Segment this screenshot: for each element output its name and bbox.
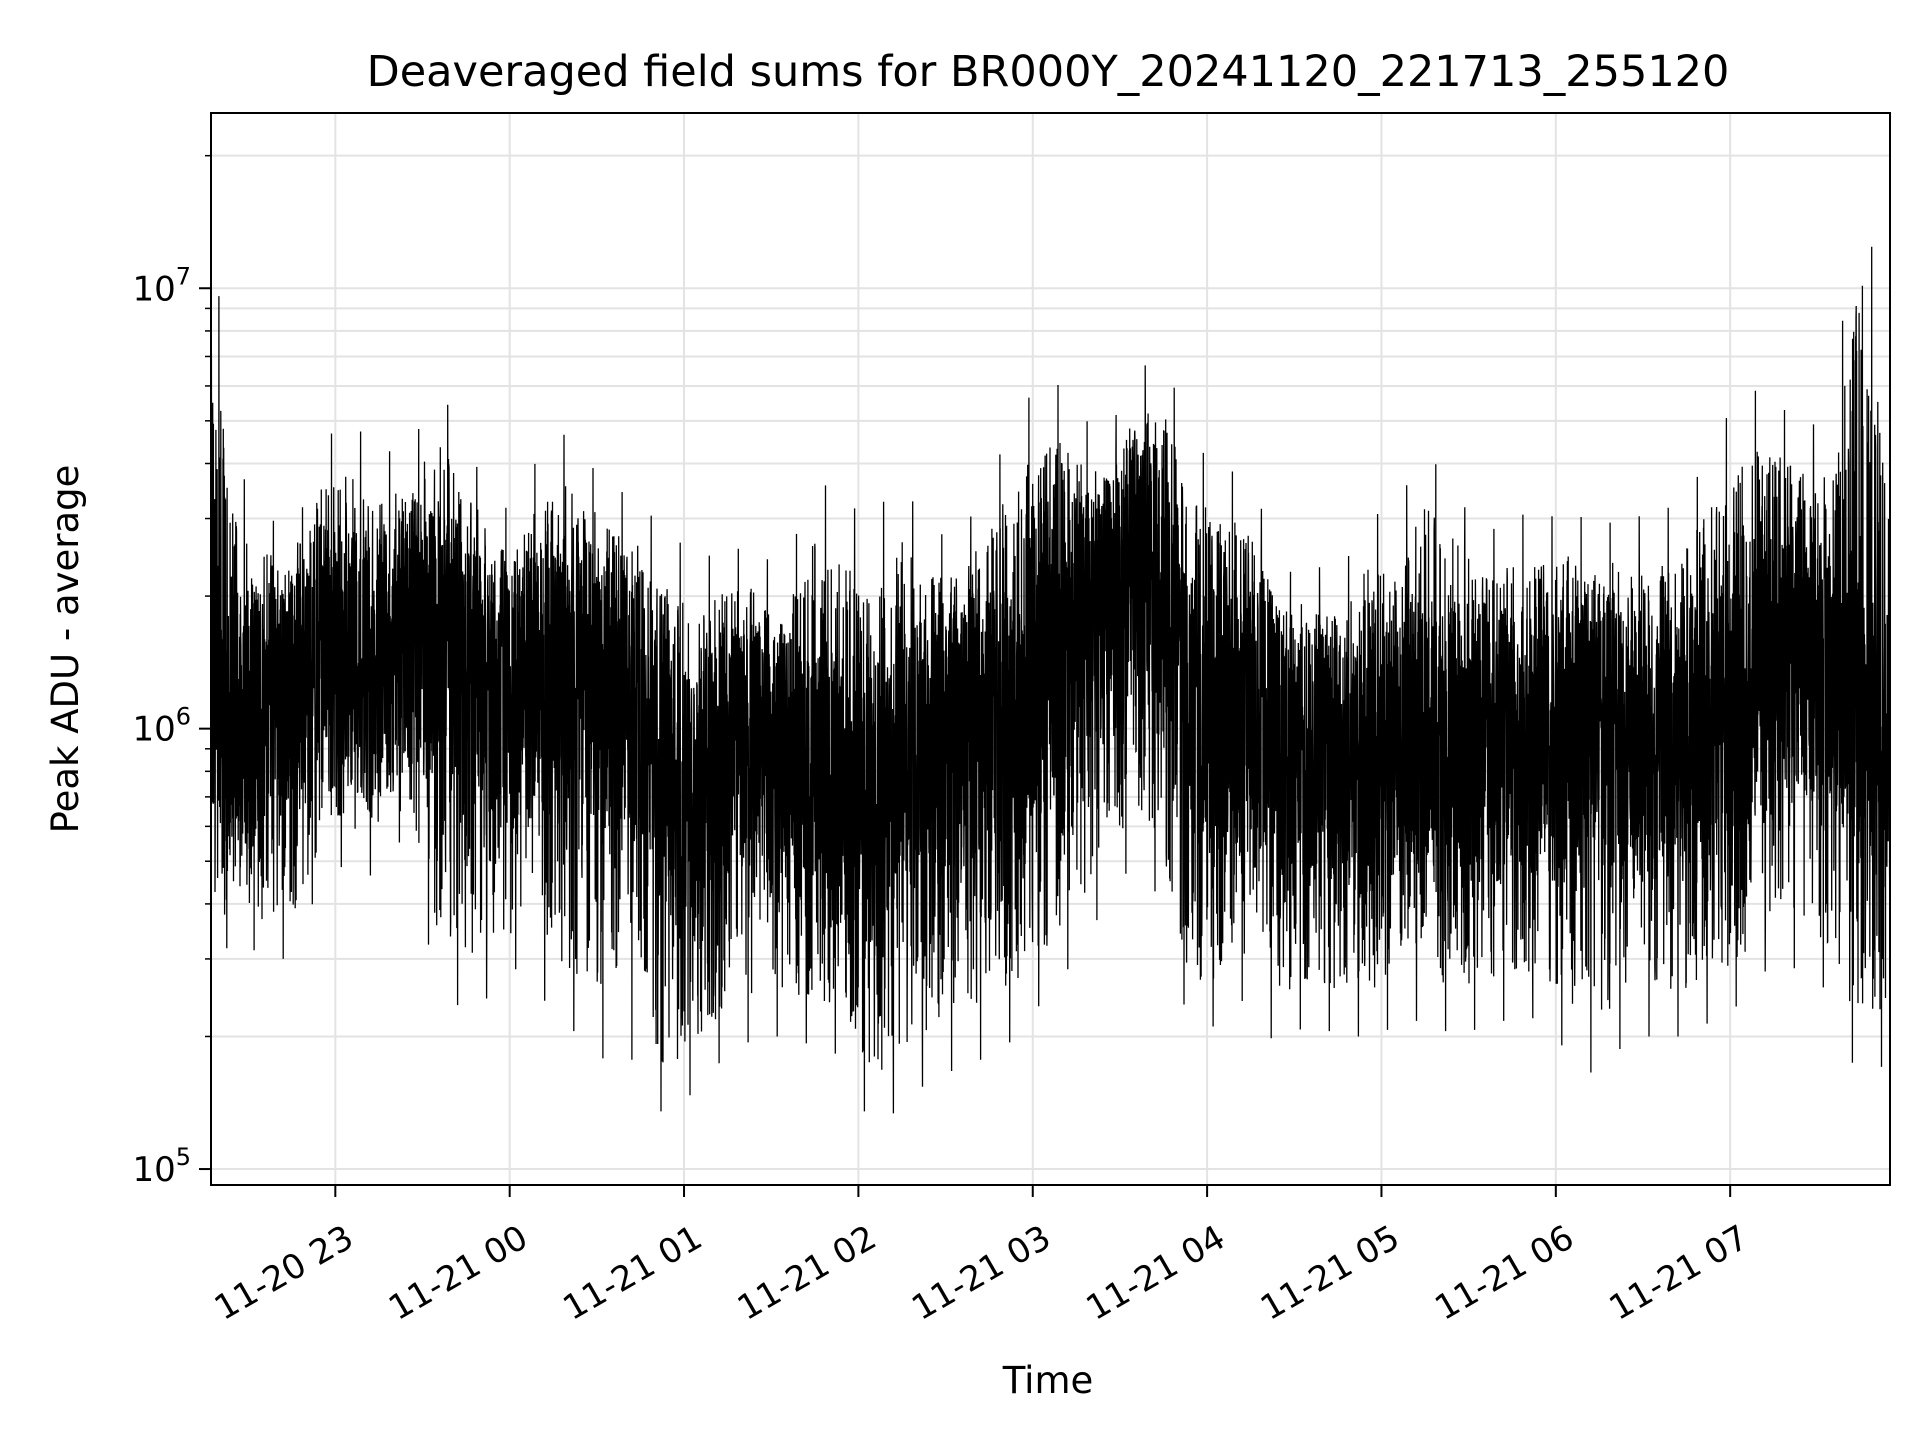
axes-frame <box>210 112 1891 1186</box>
y-tick-label: 106 <box>132 703 191 750</box>
y-tick-label: 107 <box>132 262 191 309</box>
x-axis-label: Time <box>1002 1359 1094 1402</box>
series-line <box>210 246 1891 1114</box>
chart-title: Deaveraged field sums for BR000Y_2024112… <box>367 47 1730 97</box>
plot-area <box>210 246 1891 1114</box>
y-axis-label: Peak ADU - average <box>44 465 87 834</box>
y-tick-label: 105 <box>132 1143 191 1190</box>
